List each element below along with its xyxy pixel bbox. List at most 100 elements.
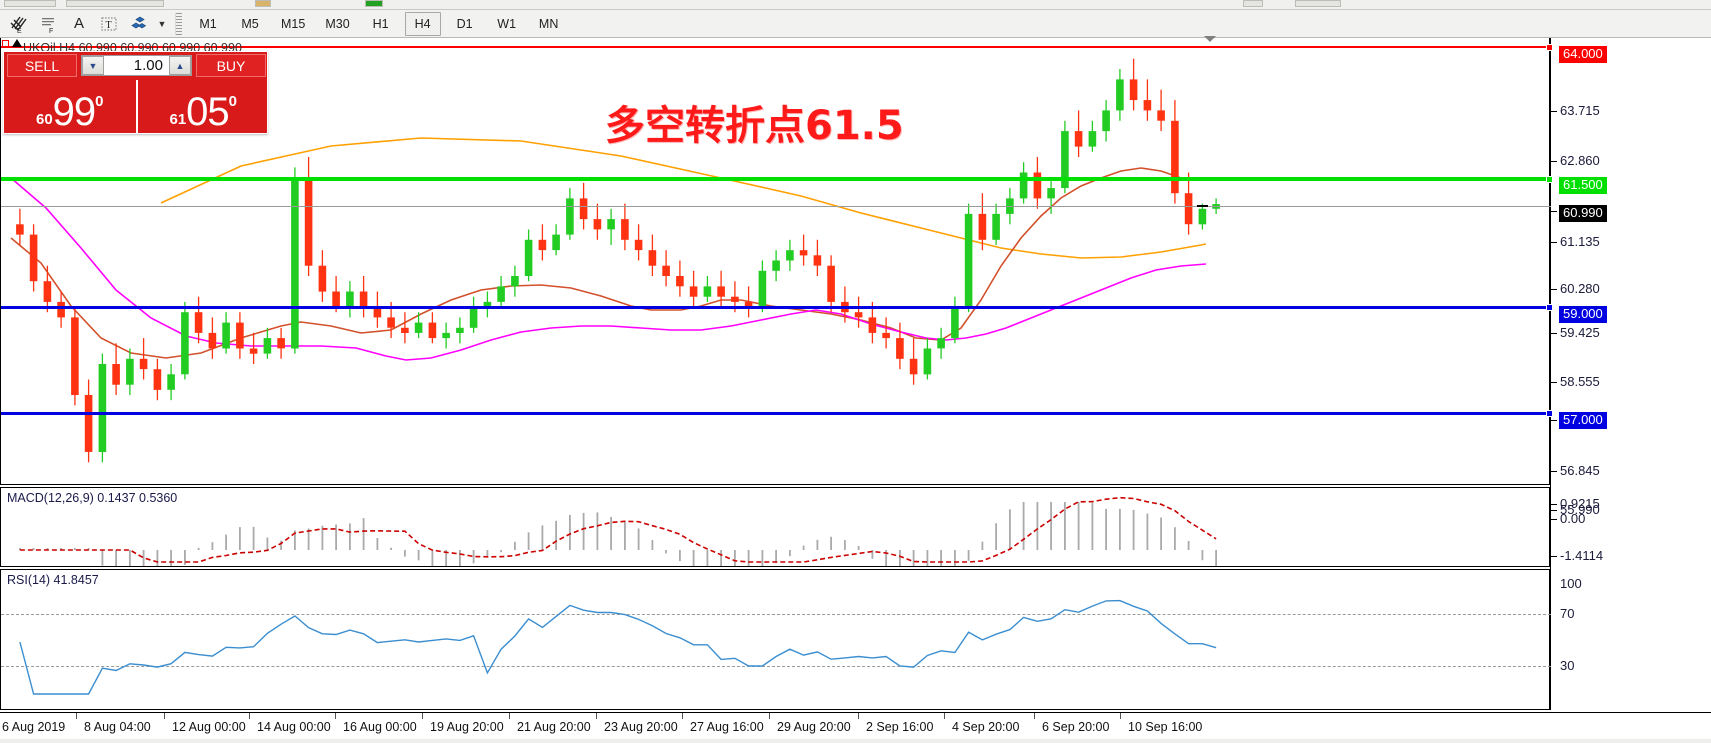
volume-decrease-button[interactable]: ▼ <box>82 56 104 75</box>
toolbar-chip[interactable] <box>1243 0 1263 7</box>
upper-toolbar-strip <box>0 0 1711 10</box>
macd-axis-label: 0.9215 <box>1560 496 1600 511</box>
level-handle[interactable] <box>1546 44 1553 51</box>
price-badge-59-000[interactable]: 59.000 <box>1559 306 1607 323</box>
price-tick <box>1551 211 1557 212</box>
timeframe-m30[interactable]: M30 <box>325 16 350 31</box>
rsi-axis-label: 100 <box>1560 576 1582 591</box>
price-tick-label: 62.860 <box>1560 153 1600 168</box>
rsi-level-70-line <box>1 614 1551 615</box>
time-tick-label: 16 Aug 00:00 <box>343 720 417 734</box>
buy-price-main: 05 <box>186 90 229 134</box>
level-line-57[interactable] <box>1 410 1553 417</box>
indicators-icon[interactable]: F <box>34 11 64 37</box>
level-line-59[interactable] <box>1 304 1553 311</box>
chart-period-separator-icon <box>12 39 22 47</box>
price-tick-label: 59.425 <box>1560 325 1600 340</box>
level-handle[interactable] <box>1546 176 1553 183</box>
rsi-level-30-line <box>1 666 1551 667</box>
macd-axis-label: -1.4114 <box>1560 548 1604 563</box>
svg-text:T: T <box>106 20 112 31</box>
timeframe-w1[interactable]: W1 <box>497 16 517 31</box>
time-tick-label: 19 Aug 20:00 <box>430 720 504 734</box>
price-badge-57-000[interactable]: 57.000 <box>1559 412 1607 429</box>
toolbar-chip[interactable] <box>4 0 56 7</box>
level-handle[interactable] <box>1546 304 1553 311</box>
volume-value[interactable]: 1.00 <box>133 57 163 74</box>
time-tick-label: 2 Sep 16:00 <box>866 720 934 734</box>
level-handle[interactable] <box>1546 410 1553 417</box>
time-tick <box>769 713 770 719</box>
price-badge-61-500[interactable]: 61.500 <box>1559 177 1607 194</box>
candlestick-series <box>16 58 1220 463</box>
horizontal-scrollbar[interactable] <box>0 739 1711 743</box>
time-tick <box>76 713 77 719</box>
toolbar-chip[interactable] <box>1295 0 1341 7</box>
toolbar-chip[interactable] <box>255 0 271 7</box>
time-tick <box>596 713 597 719</box>
timeframe-mn[interactable]: MN <box>538 16 559 31</box>
sell-price[interactable]: 60 99 0 <box>4 80 136 134</box>
price-tick-label: 56.845 <box>1560 463 1600 478</box>
price-tick-label: 63.715 <box>1560 103 1600 118</box>
rsi-series <box>19 599 1217 695</box>
timeframe-m5[interactable]: M5 <box>241 16 259 31</box>
macd-header: MACD(12,26,9) 0.1437 0.5360 <box>7 491 178 505</box>
price-cursor-marker <box>1197 205 1208 207</box>
text-object-icon[interactable]: T <box>94 11 124 37</box>
chart-annotation-text[interactable]: 多空转折点61.5 <box>605 103 904 149</box>
level-line-61-5[interactable] <box>1 176 1553 183</box>
trade-panel-prices: 60 99 0 61 05 0 <box>4 80 269 134</box>
price-tick-label: 58.555 <box>1560 374 1600 389</box>
timeframe-d1[interactable]: D1 <box>456 16 473 31</box>
price-tick-label: 60.280 <box>1560 281 1600 296</box>
buy-price[interactable]: 61 05 0 <box>135 80 270 134</box>
text-label-icon[interactable]: A <box>73 15 84 32</box>
time-tick <box>682 713 683 719</box>
rsi-axis-label: 70 <box>1560 606 1575 621</box>
price-pane[interactable]: UKOil,H4 60.990 60.990 60.990 60.990 <box>0 38 1553 485</box>
expert-advisors-icon[interactable]: E <box>4 11 34 37</box>
price-scale[interactable]: 63.71562.86062.00561.13560.28059.42558.5… <box>1550 38 1711 710</box>
macd-series <box>19 496 1217 566</box>
toolbar-chip[interactable] <box>365 0 383 7</box>
toolbar-separator <box>175 12 182 35</box>
timeframe-h4[interactable]: H4 <box>404 11 441 36</box>
timeframe-m1[interactable]: M1 <box>199 16 217 31</box>
price-badge-64-000[interactable]: 64.000 <box>1559 46 1607 63</box>
sell-button[interactable]: SELL <box>7 54 77 77</box>
price-tick-label: 61.135 <box>1560 234 1600 249</box>
level-line-64[interactable] <box>1 44 1553 51</box>
chart-toolbar: E F A T <box>0 10 1711 38</box>
one-click-trading-panel[interactable]: SELL ▼ 1.00 ▲ BUY 60 99 0 61 <box>3 51 268 134</box>
volume-increase-button[interactable]: ▲ <box>169 56 191 75</box>
macd-axis-tick <box>1551 519 1557 520</box>
chart-shift-anchor-icon[interactable] <box>2 40 9 47</box>
rsi-axis-label: 30 <box>1560 658 1575 673</box>
price-badge-60-990[interactable]: 60.990 <box>1559 205 1607 222</box>
trade-panel-controls: SELL ▼ 1.00 ▲ BUY <box>4 52 269 79</box>
volume-field[interactable]: ▼ 1.00 ▲ <box>81 55 192 76</box>
sell-price-fraction: 0 <box>95 93 104 110</box>
macd-pane[interactable]: MACD(12,26,9) 0.1437 0.5360 <box>0 487 1550 567</box>
rsi-pane[interactable]: RSI(14) 41.8457 <box>0 569 1551 710</box>
chart-area[interactable]: UKOil,H4 60.990 60.990 60.990 60.990 <box>0 36 1711 743</box>
time-tick-label: 27 Aug 16:00 <box>690 720 764 734</box>
buy-price-fraction: 0 <box>228 93 238 110</box>
time-scale[interactable]: 6 Aug 2019 8 Aug 04:00 12 Aug 00:00 14 Aug … <box>0 712 1711 743</box>
timeframe-m15[interactable]: M15 <box>281 16 306 31</box>
price-tick <box>1551 333 1557 334</box>
timeframe-h1[interactable]: H1 <box>372 16 389 31</box>
chevron-down-icon[interactable]: ▼ <box>157 18 167 29</box>
chart-scroll-marker-icon[interactable] <box>1204 36 1216 42</box>
time-tick-label: 10 Sep 16:00 <box>1128 720 1203 734</box>
toolbar-chip[interactable] <box>66 0 164 7</box>
macd-axis-tick <box>1551 504 1557 505</box>
buy-button[interactable]: BUY <box>196 54 266 77</box>
objects-icon[interactable] <box>124 11 154 37</box>
price-tick <box>1551 420 1557 421</box>
time-tick <box>1120 713 1121 719</box>
price-tick <box>1551 161 1557 162</box>
price-tick <box>1551 510 1557 511</box>
